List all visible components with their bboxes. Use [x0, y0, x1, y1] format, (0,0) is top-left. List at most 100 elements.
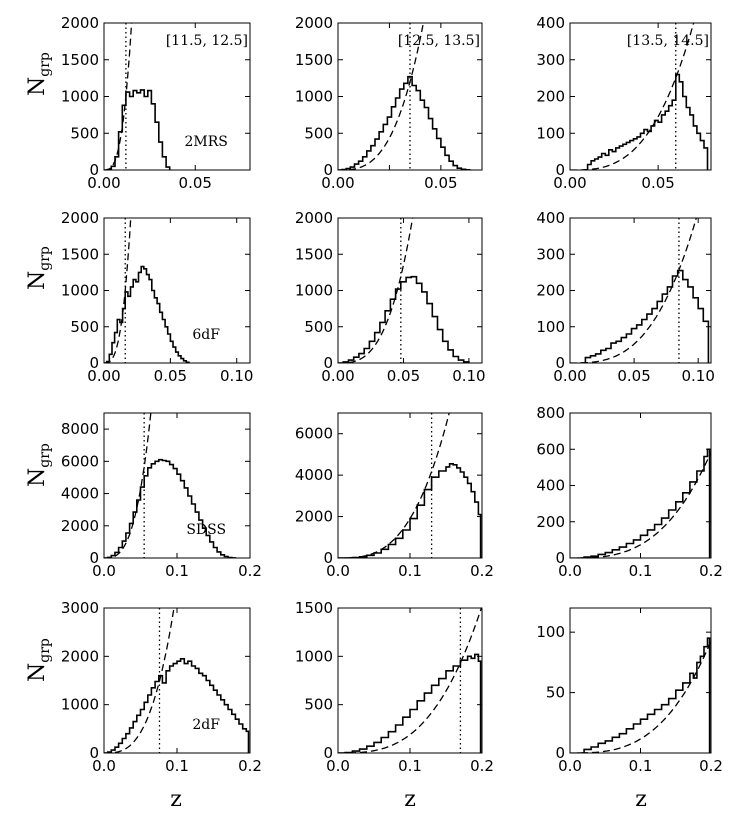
histogram-line-r2c1 — [104, 265, 190, 363]
ytick-label-r1c1-0: 0 — [89, 161, 99, 179]
ytick-label-r3c3-2: 400 — [536, 477, 565, 495]
ytick-label-r1c1-1: 500 — [70, 124, 99, 142]
fit-curve-r2c2 — [338, 218, 414, 363]
ytick-label-r2c3-0: 0 — [555, 354, 565, 372]
xtick-label-r2c3-1: 0.05 — [617, 367, 650, 385]
ytick-label-r1c2-2: 1000 — [295, 88, 333, 106]
panel-r4c1: 0.0 0.1 0.2 0 1000 2000 3000 2dF — [61, 599, 262, 775]
ytick-label-r4c1-1: 1000 — [61, 696, 99, 714]
xtick-label-r4c3-2: 0.2 — [699, 757, 723, 775]
ytick-label-r4c3-0: 0 — [555, 744, 565, 762]
survey-label-r2c1: 6dF — [192, 327, 220, 343]
ytick-label-r3c1-1: 2000 — [61, 517, 99, 535]
axes-frame-r4c1 — [103, 607, 251, 754]
ytick-label-r2c1-1: 500 — [70, 318, 99, 336]
ytick-label-r3c2-3: 6000 — [295, 425, 333, 443]
ytick-label-r4c1-3: 3000 — [61, 599, 99, 617]
fit-curve-r1c3 — [570, 23, 695, 170]
ytick-label-r3c3-1: 200 — [536, 513, 565, 531]
ytick-label-r3c1-3: 6000 — [61, 452, 99, 470]
histogram-line-r3c1 — [104, 458, 237, 558]
fit-curve-r4c3 — [570, 640, 711, 753]
panel-r1c3: 0.00 0.05 0 100 200 300 400 [13.5, 14.5] — [536, 14, 712, 192]
ytick-label-r1c3-0: 0 — [555, 161, 565, 179]
fit-curve-r2c1 — [104, 218, 132, 363]
panel-r2c1: 0.00 0.05 0.10 0 500 1000 1500 2000 6dF — [61, 209, 254, 385]
ytick-label-r2c1-2: 1000 — [61, 282, 99, 300]
ytick-label-r1c3-3: 300 — [536, 51, 565, 69]
xtick-label-r3c3-0: 0.0 — [558, 562, 582, 580]
xtick-label-r1c3-0: 0.00 — [553, 174, 586, 192]
panel-r1c2: 0.00 0.05 0 500 1000 1500 2000 [12.5, 13.5] — [295, 14, 483, 192]
xtick-label-r4c1-2: 0.2 — [238, 757, 262, 775]
xtick-label-r1c2-0: 0.00 — [321, 174, 354, 192]
fit-curve-r4c1 — [104, 608, 175, 753]
panel-r4c3: 0.0 0.1 0.2 0 50 100 — [536, 607, 723, 775]
ytick-label-r2c1-4: 2000 — [61, 209, 99, 227]
ytick-label-r2c3-3: 300 — [536, 245, 565, 263]
ylabel-row-3: Ngrp — [25, 443, 53, 487]
xtick-label-r4c3-1: 0.1 — [629, 757, 653, 775]
xtick-label-r2c1-0: 0.00 — [87, 367, 120, 385]
xtick-label-r3c3-1: 0.1 — [629, 562, 653, 580]
ytick-label-r1c2-3: 1500 — [295, 51, 333, 69]
axes-frame-r3c2 — [337, 412, 483, 559]
ytick-label-r3c2-2: 4000 — [295, 466, 333, 484]
ylabel-row-1: Ngrp — [25, 52, 53, 96]
fit-curve-r3c1 — [104, 413, 152, 558]
xtick-label-r2c2-0: 0.00 — [321, 367, 354, 385]
axes-frame-r2c1 — [103, 217, 251, 364]
fit-curve-r3c3 — [570, 451, 711, 558]
ytick-label-r1c2-4: 2000 — [295, 14, 333, 32]
xtick-label-r2c2-2: 0.10 — [452, 367, 485, 385]
xtick-label-r4c1-1: 0.1 — [165, 757, 189, 775]
ytick-label-r4c2-1: 500 — [304, 696, 333, 714]
xtick-label-r3c2-1: 0.1 — [398, 562, 422, 580]
xtick-label-r2c1-1: 0.05 — [154, 367, 187, 385]
panel-r4c2: 0.0 0.1 0.2 0 500 1000 1500 — [295, 599, 494, 775]
ytick-label-r3c3-4: 800 — [536, 404, 565, 422]
xtick-label-r3c1-0: 0.0 — [92, 562, 116, 580]
ytick-label-r2c3-4: 400 — [536, 209, 565, 227]
xtick-label-r3c2-0: 0.0 — [326, 562, 350, 580]
ytick-label-r1c2-1: 500 — [304, 124, 333, 142]
ytick-label-r3c1-4: 8000 — [61, 420, 99, 438]
histogram-line-r2c3 — [580, 269, 710, 363]
mass-range-label-r1c2: [12.5, 13.5] — [398, 33, 480, 49]
ytick-label-r3c1-2: 4000 — [61, 485, 99, 503]
survey-label-r3c1: SDSS — [186, 522, 226, 538]
panel-r3c1: 0.0 0.1 0.2 0 2000 4000 6000 8000 SDSS — [61, 412, 262, 580]
xtick-label-r1c2-2: 0.05 — [424, 174, 457, 192]
ytick-label-r2c2-1: 500 — [304, 318, 333, 336]
histogram-line-r4c3 — [577, 637, 711, 753]
ytick-label-r1c1-3: 1500 — [61, 51, 99, 69]
ytick-label-r1c3-1: 100 — [536, 124, 565, 142]
ytick-label-r4c1-0: 0 — [89, 744, 99, 762]
xtick-label-r4c2-1: 0.1 — [398, 757, 422, 775]
fit-curve-r2c3 — [570, 218, 697, 363]
xtick-label-r3c1-1: 0.1 — [165, 562, 189, 580]
xtick-label-r4c3-0: 0.0 — [558, 757, 582, 775]
histogram-line-r4c2 — [338, 653, 482, 753]
ytick-label-r3c3-0: 0 — [555, 549, 565, 567]
ytick-label-r4c2-0: 0 — [323, 744, 333, 762]
xtick-label-r4c2-0: 0.0 — [326, 757, 350, 775]
ytick-label-r2c2-2: 1000 — [295, 282, 333, 300]
xtick-label-r2c1-2: 0.10 — [220, 367, 253, 385]
ytick-label-r2c3-2: 200 — [536, 282, 565, 300]
ytick-label-r2c1-3: 1500 — [61, 245, 99, 263]
xlabel-col-3: z — [635, 787, 647, 812]
ytick-label-r1c2-0: 0 — [323, 161, 333, 179]
ytick-label-r4c2-2: 1000 — [295, 647, 333, 665]
ytick-label-r2c1-0: 0 — [89, 354, 99, 372]
ytick-label-r4c3-1: 50 — [546, 684, 565, 702]
histogram-line-r3c3 — [577, 448, 711, 558]
xtick-label-r4c2-2: 0.2 — [470, 757, 494, 775]
panel-r3c3: 0.0 0.1 0.2 0 200 400 600 800 — [536, 404, 723, 580]
panel-r3c2: 0.0 0.1 0.2 0 2000 4000 6000 — [295, 412, 494, 580]
xlabel-col-1: z — [170, 787, 182, 812]
xlabel-col-2: z — [404, 787, 416, 812]
mass-range-label-r1c1: [11.5, 12.5] — [166, 33, 248, 49]
ytick-label-r2c2-3: 1500 — [295, 245, 333, 263]
